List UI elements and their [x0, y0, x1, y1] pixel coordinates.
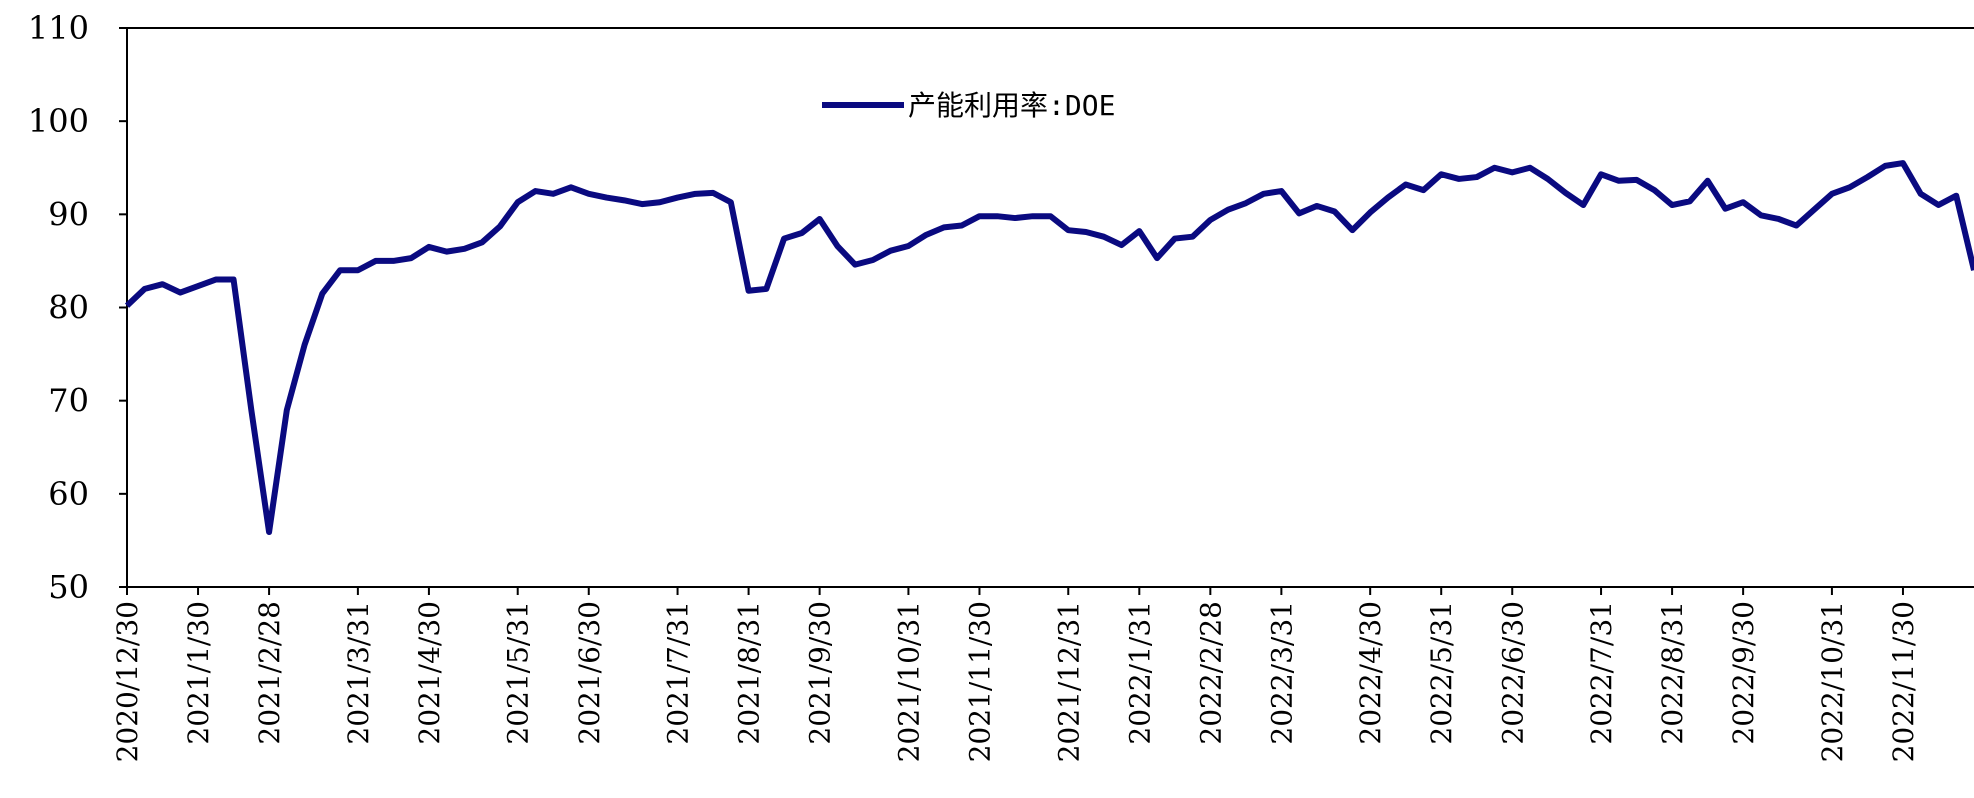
data-line [124, 160, 1974, 536]
x-tick-label: 2021/12/31 [1052, 601, 1085, 762]
x-tick-label: 2021/2/28 [253, 601, 286, 745]
x-tick-label: 2022/11/30 [1887, 601, 1920, 762]
y-tick-label: 90 [48, 195, 89, 233]
x-tick-label: 2022/2/28 [1194, 601, 1227, 745]
y-tick-label: 80 [48, 289, 89, 327]
x-tick-label: 2022/9/30 [1727, 601, 1760, 745]
y-tick-label: 50 [48, 568, 89, 606]
x-tick-label: 2021/9/30 [804, 601, 837, 745]
y-tick-label: 110 [28, 9, 89, 47]
x-tick-label: 2022/7/31 [1585, 601, 1618, 745]
x-tick-label: 2022/6/30 [1496, 601, 1529, 745]
x-tick-label: 2022/10/31 [1816, 601, 1849, 762]
x-tick-label: 2021/8/31 [733, 601, 766, 745]
x-tick-label: 2021/10/31 [892, 601, 925, 762]
x-tick-label: 2021/4/30 [413, 601, 446, 745]
x-tick-label: 2021/1/30 [182, 601, 215, 745]
legend-label: 产能利用率:DOE [908, 89, 1115, 122]
x-tick-label: 2020/12/30 [111, 601, 144, 762]
y-tick-label: 70 [48, 382, 89, 420]
x-tick-label: 2021/6/30 [573, 601, 606, 745]
y-tick-label: 100 [28, 102, 89, 140]
x-tick-label: 2022/3/31 [1265, 601, 1298, 745]
x-tick-label: 2022/5/31 [1425, 601, 1458, 745]
x-tick-label: 2021/11/30 [963, 601, 996, 762]
x-tick-label: 2021/7/31 [662, 601, 695, 745]
x-tick-label: 2021/5/31 [502, 601, 535, 745]
x-tick-label: 2022/1/31 [1123, 601, 1156, 745]
x-tick-label: 2021/3/31 [342, 601, 375, 745]
y-tick-label: 60 [48, 475, 89, 513]
x-tick-label: 2022/8/31 [1656, 601, 1689, 745]
x-tick-label: 2022/4/30 [1354, 601, 1387, 745]
